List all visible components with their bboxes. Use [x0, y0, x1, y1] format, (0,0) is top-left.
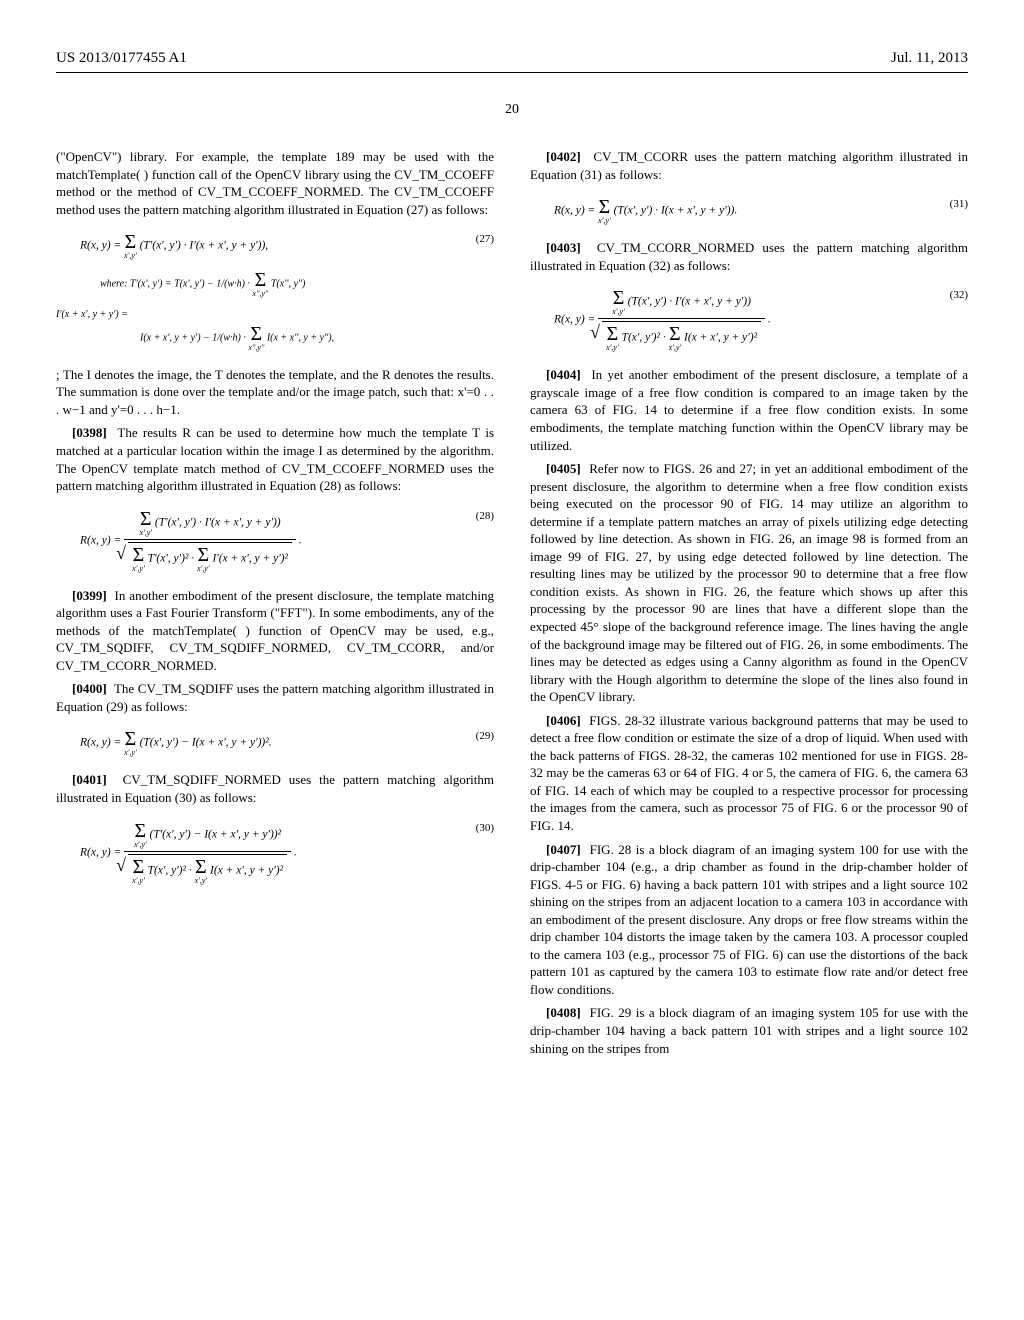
para-0402: [0402] CV_TM_CCORR uses the pattern matc…: [530, 148, 968, 183]
page-header: US 2013/0177455 A1 Jul. 11, 2013: [56, 48, 968, 68]
page-number: 20: [56, 101, 968, 120]
equation-29: (29) R(x, y) = Σx',y' (T(x', y') − I(x +…: [80, 729, 494, 757]
para-0400: [0400] The CV_TM_SQDIFF uses the pattern…: [56, 680, 494, 715]
equation-28: (28) R(x, y) = Σx',y' (T'(x', y') · I'(x…: [80, 509, 494, 573]
equation-31: (31) R(x, y) = Σx',y' (T(x', y') · I(x +…: [554, 197, 968, 225]
para-0405: [0405] Refer now to FIGS. 26 and 27; in …: [530, 460, 968, 706]
para-0408: [0408] FIG. 29 is a block diagram of an …: [530, 1004, 968, 1057]
pub-number: US 2013/0177455 A1: [56, 48, 187, 68]
para-0407: [0407] FIG. 28 is a block diagram of an …: [530, 841, 968, 999]
header-rule: [56, 72, 968, 73]
intro-para: ("OpenCV") library. For example, the tem…: [56, 148, 494, 218]
para-after-27: ; The I denotes the image, the T denotes…: [56, 366, 494, 419]
para-0399: [0399] In another embodiment of the pres…: [56, 587, 494, 675]
para-0404: [0404] In yet another embodiment of the …: [530, 366, 968, 454]
equation-27: (27) R(x, y) = Σx',y' (T'(x', y') · I'(x…: [80, 232, 494, 352]
para-0403: [0403] CV_TM_CCORR_NORMED uses the patte…: [530, 239, 968, 274]
equation-32: (32) R(x, y) = Σx',y' (T(x', y') · I'(x …: [554, 288, 968, 352]
para-0406: [0406] FIGS. 28-32 illustrate various ba…: [530, 712, 968, 835]
left-column: ("OpenCV") library. For example, the tem…: [56, 148, 494, 1063]
equation-30: (30) R(x, y) = Σx',y' (T'(x', y') − I(x …: [80, 821, 494, 885]
para-0398: [0398] The results R can be used to dete…: [56, 424, 494, 494]
pub-date: Jul. 11, 2013: [891, 48, 968, 68]
right-column: [0402] CV_TM_CCORR uses the pattern matc…: [530, 148, 968, 1063]
para-0401: [0401] CV_TM_SQDIFF_NORMED uses the patt…: [56, 771, 494, 806]
two-column-layout: ("OpenCV") library. For example, the tem…: [56, 148, 968, 1063]
